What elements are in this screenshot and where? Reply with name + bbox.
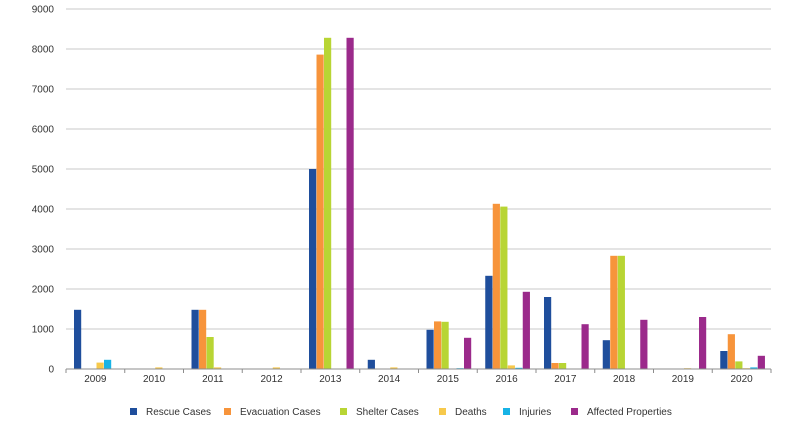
bar-evacuation-cases-2016 [492,203,500,369]
bar-rescue-cases-2016 [485,275,493,369]
bar-shelter-cases-2015 [441,321,449,369]
y-tick-label: 5000 [32,165,55,176]
bar-evacuation-cases-2013 [316,54,324,369]
bar-rescue-cases-2020 [720,351,728,369]
bar-injuries-2020 [750,367,758,369]
legend: Rescue Cases Evacuation Cases Shelter Case… [130,407,672,418]
bar-evacuation-cases-2018 [610,255,618,369]
bar-deaths-2014 [390,367,398,369]
x-tick-label-2014: 2014 [378,374,401,385]
x-tick-label-2009: 2009 [84,374,107,385]
bar-rescue-cases-2009 [74,309,82,369]
bar-evacuation-cases-2011 [199,309,207,369]
legend-label-rescue-cases: Rescue Cases [146,407,211,418]
bar-rescue-cases-2011 [191,309,199,369]
x-tick-label-2018: 2018 [613,374,636,385]
y-tick-label: 7000 [32,85,55,96]
y-tick-label: 1000 [32,325,55,336]
bar-affected-properties-2018 [640,319,648,369]
legend-swatch-shelter-cases [340,408,347,415]
x-tick-label-2013: 2013 [319,374,342,385]
x-tick-label-2011: 2011 [202,374,224,385]
bar-affected-properties-2020 [757,355,765,369]
x-tick-label-2020: 2020 [731,374,754,385]
bar-rescue-cases-2013 [309,169,317,369]
bar-shelter-cases-2018 [617,255,625,369]
bar-affected-properties-2016 [522,291,530,369]
x-tick-label-2012: 2012 [261,374,284,385]
y-tick-label: 9000 [32,5,55,16]
legend-swatch-injuries [503,408,510,415]
bar-evacuation-cases-2015 [434,321,442,369]
legend-swatch-deaths [439,408,446,415]
bar-rescue-cases-2014 [367,359,375,369]
bar-affected-properties-2015 [464,337,472,369]
bar-deaths-2012 [272,367,280,369]
legend-label-injuries: Injuries [519,407,551,418]
bar-affected-properties-2019 [699,317,707,369]
bar-deaths-2009 [96,362,104,369]
y-tick-label: 0 [48,365,54,376]
legend-swatch-evacuation-cases [224,408,231,415]
x-tick-label-2019: 2019 [672,374,695,385]
x-tick-label-2010: 2010 [143,374,166,385]
bar-evacuation-cases-2020 [727,334,735,369]
x-tick-label-2017: 2017 [554,374,577,385]
bar-shelter-cases-2016 [500,206,508,369]
y-tick-label: 3000 [32,245,55,256]
legend-swatch-rescue-cases [130,408,137,415]
bar-deaths-2016 [507,365,515,369]
y-tick-label: 4000 [32,205,55,216]
bar-deaths-2010 [155,367,163,369]
legend-label-evacuation-cases: Evacuation Cases [240,407,321,418]
bar-shelter-cases-2013 [324,37,332,370]
x-tick-label-2016: 2016 [496,374,519,385]
bar-deaths-2011 [214,367,222,369]
y-tick-label: 8000 [32,45,55,56]
bar-affected-properties-2017 [581,324,589,369]
bar-injuries-2016 [515,367,523,369]
bars [74,37,765,370]
bar-evacuation-cases-2017 [551,363,559,369]
legend-swatch-affected-properties [571,408,578,415]
x-tick-label-2015: 2015 [437,374,460,385]
y-tick-label: 6000 [32,125,55,136]
bar-shelter-cases-2017 [559,363,567,369]
grid-lines [66,8,771,370]
bar-rescue-cases-2017 [544,297,552,369]
bar-shelter-cases-2011 [206,337,214,369]
bar-rescue-cases-2018 [602,340,610,369]
bar-injuries-2009 [104,359,112,369]
bar-shelter-cases-2020 [735,361,743,369]
axes: 0 1000 2000 3000 4000 5000 6000 7000 8000 9000 200… [32,5,772,385]
bar-affected-properties-2013 [346,37,354,370]
bar-rescue-cases-2015 [426,329,434,369]
legend-label-deaths: Deaths [455,407,487,418]
legend-label-shelter-cases: Shelter Cases [356,407,419,418]
legend-label-affected-properties: Affected Properties [587,407,672,418]
y-tick-label: 2000 [32,285,55,296]
